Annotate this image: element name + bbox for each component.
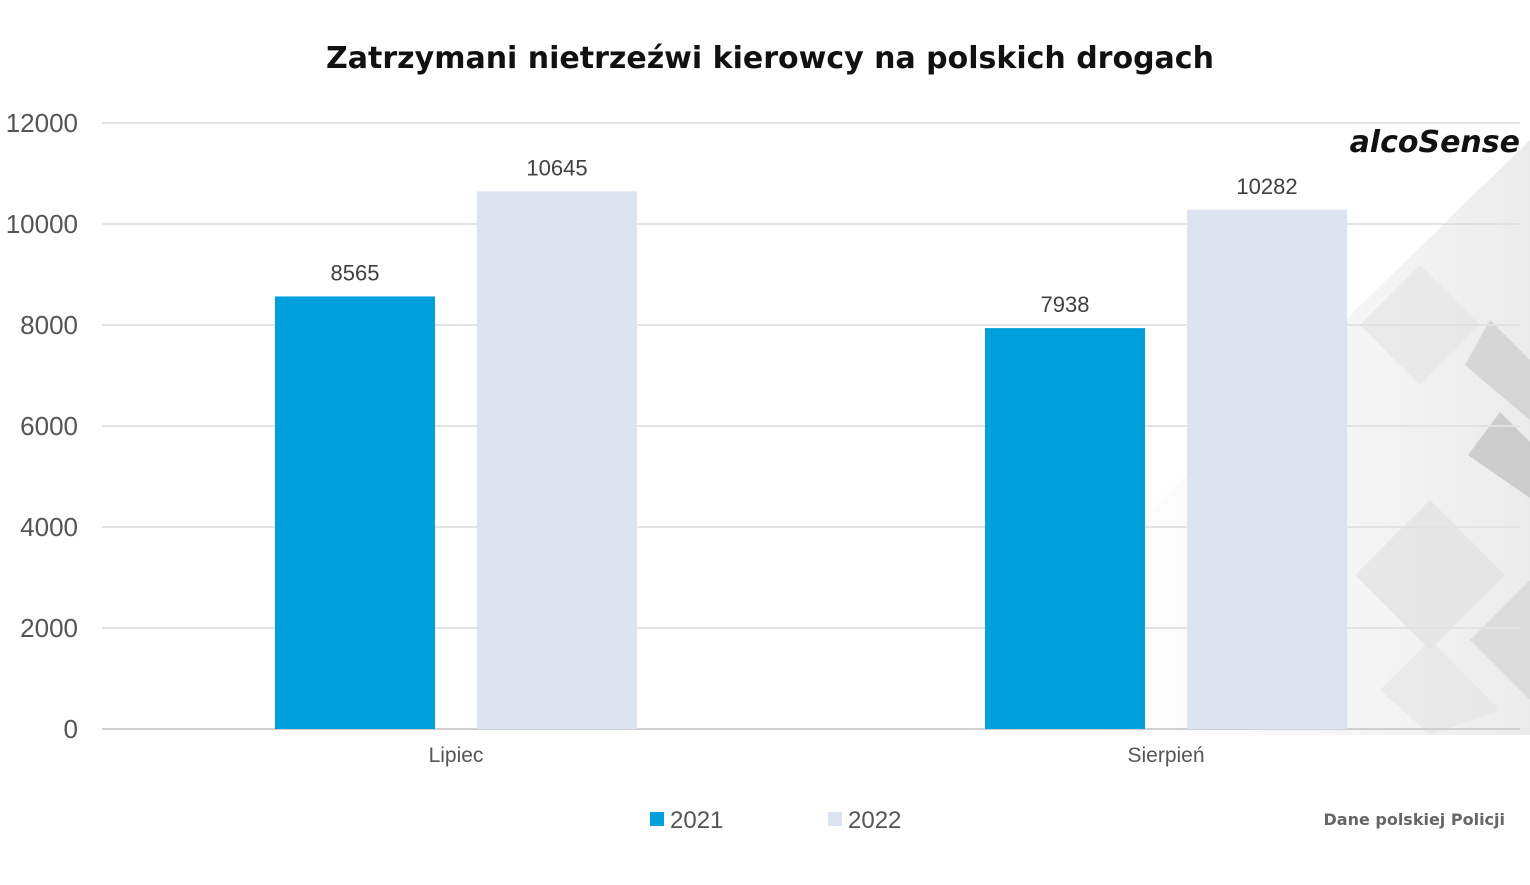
y-tick-label: 10000 (6, 209, 78, 239)
data-label: 8565 (331, 260, 380, 285)
bar-2022-1 (1187, 209, 1347, 729)
bar-2021-0 (275, 296, 435, 729)
data-labels: 8565 10645 7938 10282 (331, 155, 1298, 317)
y-tick-label: 0 (64, 714, 78, 744)
source-note: Dane polskiej Policji (1323, 810, 1505, 829)
legend: 2021 2022 (650, 807, 901, 834)
chart-title: Zatrzymani nietrzeźwi kierowcy na polski… (326, 41, 1214, 76)
bars (275, 191, 1347, 730)
data-label: 7938 (1041, 292, 1090, 317)
x-axis: Lipiec Sierpień (429, 744, 1205, 767)
data-label: 10282 (1236, 174, 1297, 199)
x-tick-label: Lipiec (429, 744, 484, 767)
y-tick-label: 12000 (6, 108, 78, 138)
y-axis: 0 2000 4000 6000 8000 10000 12000 (6, 108, 78, 744)
legend-label-2021: 2021 (670, 807, 723, 834)
x-tick-label: Sierpień (1127, 744, 1204, 767)
y-tick-label: 6000 (20, 411, 78, 441)
legend-swatch-2021 (650, 812, 664, 826)
alcosense-logo: alcoSense (1350, 125, 1520, 160)
legend-label-2022: 2022 (848, 807, 901, 834)
y-tick-label: 2000 (20, 613, 78, 643)
legend-swatch-2022 (828, 812, 842, 826)
bar-2022-0 (477, 191, 637, 730)
y-tick-label: 4000 (20, 512, 78, 542)
y-tick-label: 8000 (20, 310, 78, 340)
data-label: 10645 (526, 155, 587, 180)
bar-2021-1 (985, 328, 1145, 729)
